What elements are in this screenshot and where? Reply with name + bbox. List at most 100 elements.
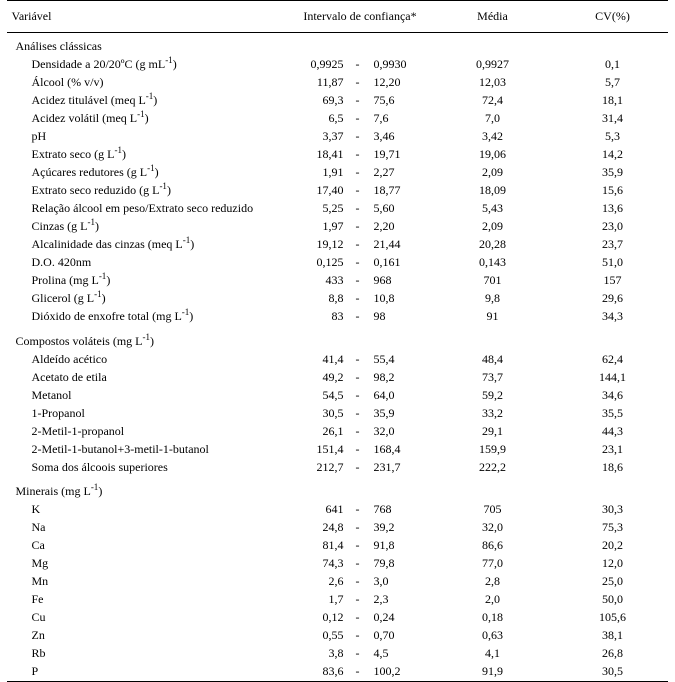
ci-low: 18,41: [292, 146, 347, 164]
media-value: 705: [428, 501, 558, 519]
ci-low: 83,6: [292, 663, 347, 682]
ci-low: 24,8: [292, 519, 347, 537]
variable-label: 2-Metil-1-butanol+3-metil-1-butanol: [7, 440, 292, 458]
ci-high: 32,0: [367, 422, 427, 440]
variable-label: Extrato seco (g L-1): [7, 146, 292, 164]
table-row: Prolina (mg L-1)433-968701157: [7, 272, 667, 290]
variable-label: Na: [7, 519, 292, 537]
table-row: Fe1,7-2,32,050,0: [7, 591, 667, 609]
ci-dash: -: [347, 555, 367, 573]
cv-value: 62,4: [558, 350, 668, 368]
variable-label: Aldeído acético: [7, 350, 292, 368]
media-value: 86,6: [428, 537, 558, 555]
cv-value: 31,4: [558, 110, 668, 128]
header-cv: CV(%): [558, 1, 668, 33]
ci-dash: -: [347, 609, 367, 627]
ci-high: 39,2: [367, 519, 427, 537]
cv-value: 5,7: [558, 74, 668, 92]
media-value: 222,2: [428, 458, 558, 476]
section-row: Compostos voláteis (mg L-1): [7, 326, 667, 351]
media-value: 33,2: [428, 404, 558, 422]
ci-high: 0,9930: [367, 56, 427, 74]
ci-high: 7,6: [367, 110, 427, 128]
cv-value: 23,7: [558, 236, 668, 254]
table-row: Extrato seco reduzido (g L-1)17,40-18,77…: [7, 182, 667, 200]
ci-high: 0,161: [367, 254, 427, 272]
ci-low: 0,9925: [292, 56, 347, 74]
table-row: 1-Propanol30,5-35,933,235,5: [7, 404, 667, 422]
variable-label: P: [7, 663, 292, 682]
ci-low: 641: [292, 501, 347, 519]
ci-low: 5,25: [292, 200, 347, 218]
variable-label: Álcool (% v/v): [7, 74, 292, 92]
variable-label: Densidade a 20/20ºC (g mL-1): [7, 56, 292, 74]
ci-low: 3,37: [292, 128, 347, 146]
table-row: K641-76870530,3: [7, 501, 667, 519]
ci-low: 49,2: [292, 368, 347, 386]
ci-low: 1,7: [292, 591, 347, 609]
ci-dash: -: [347, 386, 367, 404]
ci-dash: -: [347, 128, 367, 146]
media-value: 701: [428, 272, 558, 290]
ci-dash: -: [347, 200, 367, 218]
ci-high: 12,20: [367, 74, 427, 92]
ci-low: 19,12: [292, 236, 347, 254]
table-row: Rb3,8-4,54,126,8: [7, 645, 667, 663]
media-value: 2,09: [428, 164, 558, 182]
ci-dash: -: [347, 440, 367, 458]
table-row: Mn2,6-3,02,825,0: [7, 573, 667, 591]
ci-high: 5,60: [367, 200, 427, 218]
cv-value: 18,6: [558, 458, 668, 476]
ci-low: 433: [292, 272, 347, 290]
ci-dash: -: [347, 164, 367, 182]
variable-label: Prolina (mg L-1): [7, 272, 292, 290]
media-value: 0,18: [428, 609, 558, 627]
section-row: Minerais (mg L-1): [7, 476, 667, 501]
ci-dash: -: [347, 591, 367, 609]
cv-value: 75,3: [558, 519, 668, 537]
table-row: Aldeído acético41,4-55,448,462,4: [7, 350, 667, 368]
table-row: pH3,37-3,463,425,3: [7, 128, 667, 146]
table-row: P83,6-100,291,930,5: [7, 663, 667, 682]
variable-label: Mg: [7, 555, 292, 573]
table-bottom-rule: [7, 681, 667, 682]
section-title: Minerais (mg L-1): [7, 476, 667, 501]
table-row: D.O. 420nm0,125-0,1610,14351,0: [7, 254, 667, 272]
ci-low: 69,3: [292, 92, 347, 110]
ci-high: 0,70: [367, 627, 427, 645]
ci-low: 41,4: [292, 350, 347, 368]
table-row: Acidez volátil (meq L-1)6,5-7,67,031,4: [7, 110, 667, 128]
variable-label: Mn: [7, 573, 292, 591]
cv-value: 29,6: [558, 290, 668, 308]
ci-high: 968: [367, 272, 427, 290]
media-value: 18,09: [428, 182, 558, 200]
table-row: Extrato seco (g L-1)18,41-19,7119,0614,2: [7, 146, 667, 164]
ci-low: 6,5: [292, 110, 347, 128]
ci-dash: -: [347, 110, 367, 128]
cv-value: 25,0: [558, 573, 668, 591]
ci-dash: -: [347, 404, 367, 422]
cv-value: 35,9: [558, 164, 668, 182]
ci-dash: -: [347, 627, 367, 645]
table-row: Na24,8-39,232,075,3: [7, 519, 667, 537]
ci-dash: -: [347, 272, 367, 290]
section-row: Análises clássicas: [7, 33, 667, 56]
media-value: 91: [428, 308, 558, 326]
table-row: Soma dos álcoois superiores212,7-231,722…: [7, 458, 667, 476]
table-row: Acetato de etila49,2-98,273,7144,1: [7, 368, 667, 386]
variable-label: 2-Metil-1-propanol: [7, 422, 292, 440]
variable-label: Metanol: [7, 386, 292, 404]
cv-value: 23,0: [558, 218, 668, 236]
ci-dash: -: [347, 254, 367, 272]
media-value: 19,06: [428, 146, 558, 164]
cv-value: 144,1: [558, 368, 668, 386]
variable-label: Dióxido de enxofre total (mg L-1): [7, 308, 292, 326]
ci-dash: -: [347, 236, 367, 254]
ci-dash: -: [347, 645, 367, 663]
ci-dash: -: [347, 519, 367, 537]
ci-dash: -: [347, 92, 367, 110]
ci-high: 768: [367, 501, 427, 519]
ci-high: 4,5: [367, 645, 427, 663]
variable-label: Ca: [7, 537, 292, 555]
variable-label: Açúcares redutores (g L-1): [7, 164, 292, 182]
